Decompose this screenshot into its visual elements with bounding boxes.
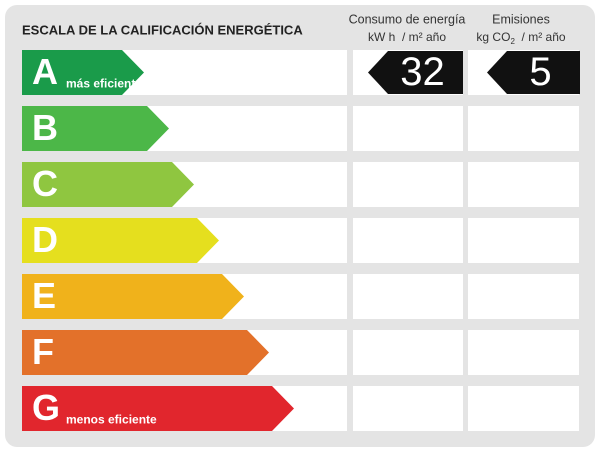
rating-arrow: [22, 106, 169, 151]
cell: [468, 330, 579, 375]
value-arrow: [487, 51, 580, 94]
cell: [468, 218, 579, 263]
rating-letter: C: [32, 163, 58, 204]
rating-arrow: [22, 50, 144, 95]
rating-letter: B: [32, 107, 58, 148]
value: 32: [400, 50, 445, 94]
cell: [468, 386, 579, 431]
rating-letter: G: [32, 387, 60, 428]
rating-arrow: [22, 386, 294, 431]
title: ESCALA DE LA CALIFICACIÓN ENERGÉTICA: [22, 22, 303, 37]
cell: [353, 386, 463, 431]
rating-note: más eficiente: [66, 77, 142, 91]
cell: [468, 106, 579, 151]
rating-note: menos eficiente: [66, 413, 157, 427]
rating-arrow: [22, 218, 219, 263]
cell: [353, 218, 463, 263]
cell: [353, 106, 463, 151]
unit-part: / m² año: [515, 30, 566, 44]
value-arrow: [368, 51, 463, 94]
column-unit: kg CO2 / m² año: [476, 30, 565, 46]
rating-letter: F: [32, 331, 54, 372]
rating-letter: E: [32, 275, 56, 316]
column-title: Emisiones: [492, 12, 550, 26]
rating-arrow: [22, 274, 244, 319]
unit-part: kg CO: [476, 30, 510, 44]
cell: [468, 162, 579, 207]
column-title: Consumo de energía: [349, 12, 466, 26]
rating-letter: A: [32, 51, 58, 92]
rating-arrow: [22, 162, 194, 207]
column-unit: kW h / m² año: [368, 30, 446, 44]
cell: [353, 274, 463, 319]
cell: [353, 330, 463, 375]
value: 5: [529, 50, 551, 94]
cell: [353, 162, 463, 207]
unit-subscript: 2: [510, 37, 515, 46]
rating-arrow: [22, 330, 269, 375]
rating-letter: D: [32, 219, 58, 260]
cell: [468, 274, 579, 319]
